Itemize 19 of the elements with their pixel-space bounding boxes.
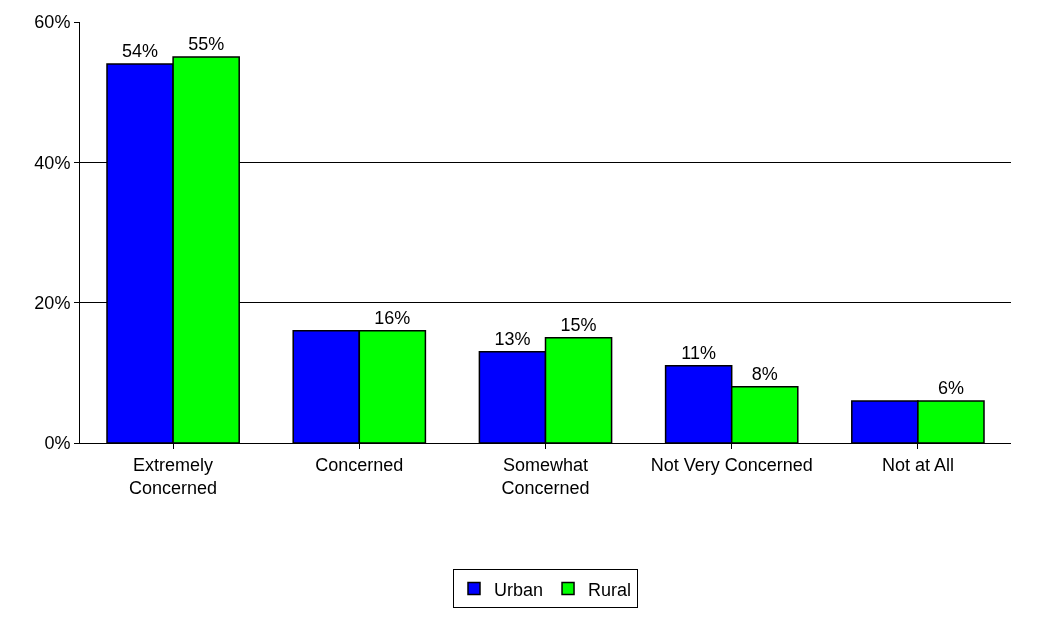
data-label: 6% (937, 377, 964, 398)
data-label: 55% (188, 34, 225, 55)
y-tick-label: 0% (44, 433, 71, 454)
data-label: 16% (374, 307, 411, 328)
y-tick-label: 20% (34, 292, 71, 313)
data-label: 54% (122, 41, 159, 62)
x-tick-label: Somewhat Concerned (501, 454, 590, 498)
y-tick-label: 40% (34, 152, 71, 173)
x-tick-label: Not at All (881, 454, 954, 475)
legend-label: Urban (494, 579, 544, 600)
legend-label: Rural (588, 579, 632, 600)
data-label: 15% (560, 314, 597, 335)
data-label: 13% (494, 328, 531, 349)
y-tick-label: 60% (34, 12, 71, 33)
x-tick-label: Extremely Concerned (129, 454, 218, 498)
data-label: 11% (681, 342, 716, 363)
data-label: 8% (751, 363, 778, 384)
x-tick-label: Concerned (315, 454, 404, 475)
x-tick-label: Not Very Concerned (650, 454, 813, 475)
